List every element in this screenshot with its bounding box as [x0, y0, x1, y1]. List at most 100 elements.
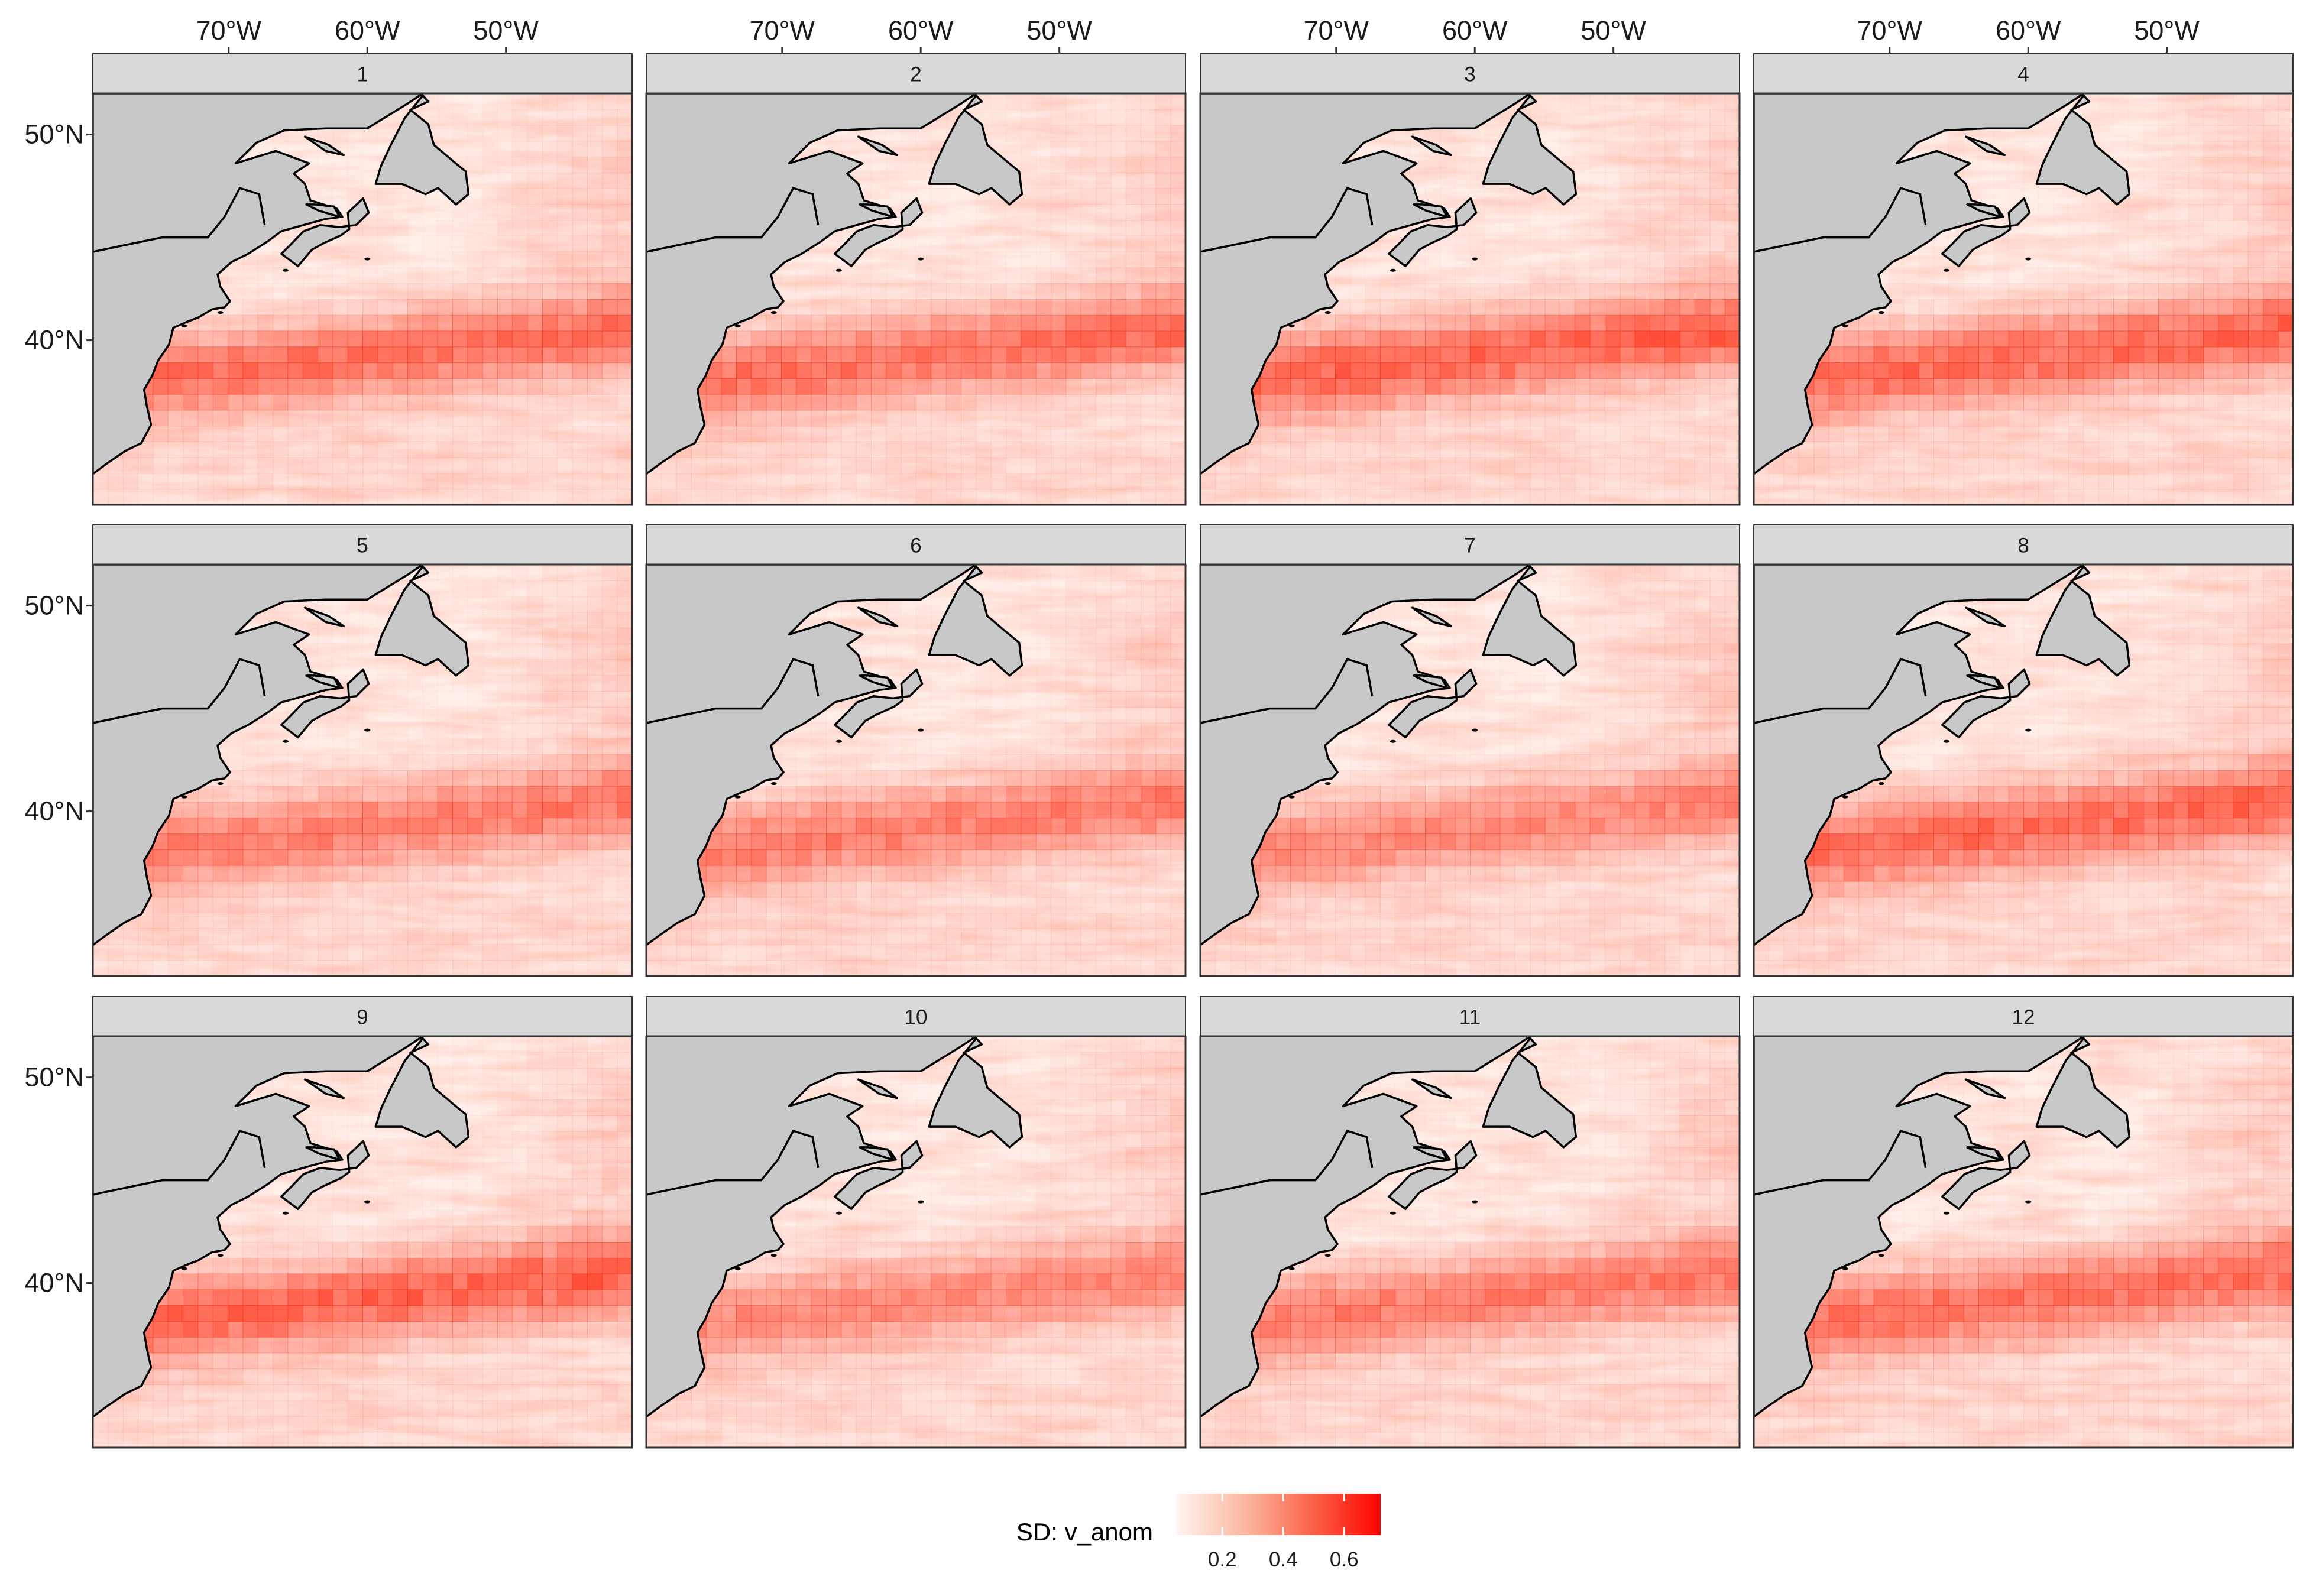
small-island [734, 324, 741, 327]
small-island [282, 268, 289, 272]
longitude-tick-label: 60°W [1996, 15, 2061, 46]
longitude-tick-label: 70°W [1303, 15, 1369, 46]
longitude-tick-label: 70°W [196, 15, 261, 46]
map-panel-4: 4 [1753, 53, 2294, 506]
facet-strip-label: 3 [1464, 63, 1475, 86]
small-island [181, 795, 187, 799]
nova-scotia-land [280, 197, 370, 268]
prince-edward-island [305, 674, 341, 689]
prince-edward-island [859, 203, 895, 218]
map-area [646, 565, 1186, 976]
longitude-tick-label: 50°W [473, 15, 539, 46]
small-island [364, 728, 371, 732]
facet-strip [1753, 53, 2294, 94]
nova-scotia-land [834, 197, 924, 268]
anticosti-island [303, 135, 345, 157]
latitude-tick-label: 50°N [24, 119, 84, 150]
anticosti-island [1411, 135, 1453, 157]
anticosti-island [303, 606, 345, 628]
anticosti-island [1964, 135, 2006, 157]
small-island [2025, 257, 2032, 261]
prince-edward-island [305, 203, 341, 218]
north-america-land [646, 93, 977, 475]
panel-border [92, 92, 633, 506]
small-island [217, 311, 224, 314]
longitude-tick-label: 50°W [1026, 15, 1092, 46]
longitude-tick-label: 50°W [1580, 15, 1646, 46]
facet-strip [92, 524, 633, 565]
latitude-tick-label: 50°N [24, 591, 84, 621]
small-island [181, 324, 187, 327]
map-area [1200, 93, 1740, 505]
latitude-axis-left: 50°N 40°N 50°N 40°N 50°N 40°N [24, 119, 92, 1298]
north-america-land [1754, 93, 2085, 475]
anticosti-island [857, 135, 899, 157]
small-island [918, 257, 924, 261]
facet-panels: 1 2 3 45 6 7 89 10 11 12 [92, 53, 2294, 1449]
panel-border [645, 92, 1187, 506]
us-canada-border [1200, 186, 1374, 253]
land-masses [93, 565, 470, 946]
newfoundland-land [1482, 94, 1578, 206]
nova-scotia-land [1388, 197, 1478, 268]
land-masses [646, 93, 1024, 475]
us-canada-border [646, 186, 820, 253]
facet-strip-label: 4 [2017, 63, 2029, 86]
longitude-tick-label: 60°W [1442, 15, 1508, 46]
panel-border [1199, 92, 1741, 506]
small-island [770, 311, 777, 314]
small-island [1842, 324, 1848, 327]
small-island [364, 257, 371, 261]
small-island [1324, 311, 1331, 314]
map-area [93, 565, 632, 976]
small-island [835, 268, 842, 272]
newfoundland-land [374, 565, 470, 677]
small-island [1472, 257, 1478, 261]
latitude-tick-label: 40°N [24, 1268, 84, 1298]
longitude-tick-label: 50°W [2134, 15, 2200, 46]
us-canada-border [93, 657, 266, 724]
north-america-land [93, 565, 424, 946]
newfoundland-land [374, 94, 470, 206]
north-america-land [93, 93, 424, 475]
panel-border [1753, 92, 2294, 506]
us-canada-border [93, 186, 266, 253]
land-masses [1200, 93, 1578, 475]
us-canada-border [1754, 186, 1927, 253]
map-panel-6: 6 [645, 524, 1187, 977]
longitude-tick-label: 60°W [335, 15, 400, 46]
small-island [1288, 324, 1295, 327]
panel-border [92, 563, 633, 977]
land-masses [93, 93, 470, 475]
small-island [217, 782, 224, 786]
facet-strip-label: 5 [357, 534, 368, 557]
map-area [1754, 93, 2293, 505]
facet-strip [92, 53, 633, 94]
longitude-axis-top: 70°W 60°W 50°W 70°W 60°W 50°W 70°W 60°W 50°W 70°W… [196, 15, 2200, 53]
land-masses [1754, 93, 2131, 475]
latitude-tick-label: 40°N [24, 325, 84, 355]
newfoundland-land [2035, 94, 2131, 206]
north-america-land [1200, 93, 1531, 475]
facet-strip-label: 2 [910, 63, 921, 86]
map-area [93, 93, 632, 505]
nova-scotia-land [280, 668, 370, 739]
map-panel-2: 2 [645, 53, 1187, 506]
facet-strip-label: 1 [357, 63, 368, 86]
map-panel-3: 3 [1199, 53, 1741, 506]
newfoundland-land [928, 94, 1024, 206]
map-panel-1: 1 [92, 53, 633, 506]
small-island [282, 739, 289, 743]
longitude-tick-label: 60°W [888, 15, 954, 46]
longitude-tick-label: 70°W [1857, 15, 1922, 46]
facet-strip [646, 53, 1186, 94]
map-panel-5: 5 [92, 524, 633, 977]
prince-edward-island [1413, 203, 1449, 218]
latitude-tick-label: 50°N [24, 1062, 84, 1092]
latitude-tick-label: 40°N [24, 796, 84, 826]
nova-scotia-land [1941, 197, 2031, 268]
small-island [1943, 268, 1949, 272]
prince-edward-island [1966, 203, 2002, 218]
facet-strip-label: 6 [910, 534, 921, 557]
